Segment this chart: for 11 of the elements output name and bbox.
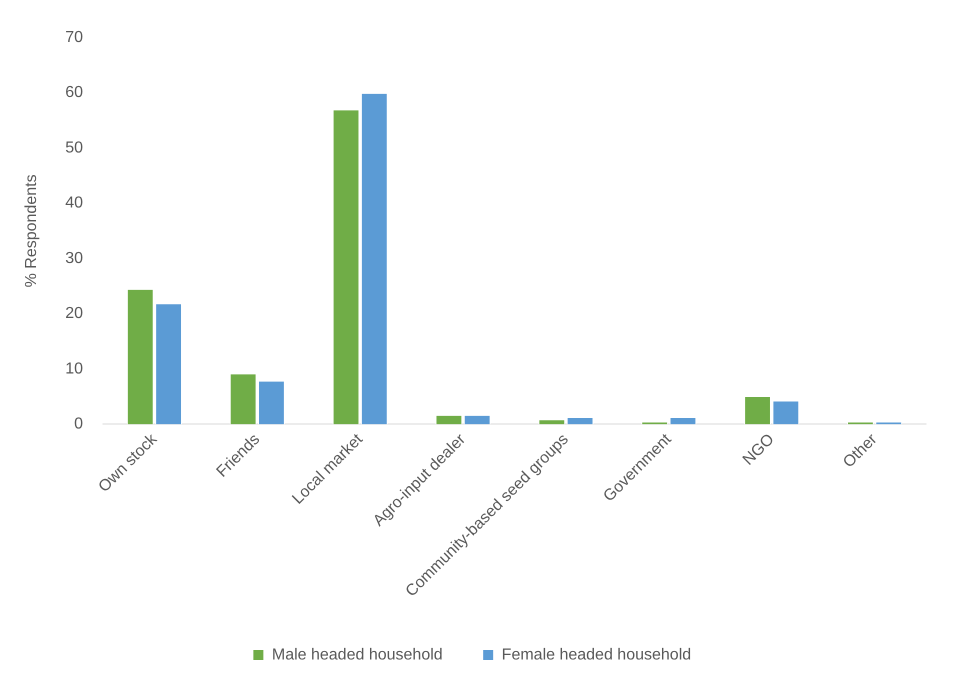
y-tick-label: 10 bbox=[65, 360, 84, 378]
y-tick-label: 40 bbox=[65, 194, 84, 212]
y-tick-label: 50 bbox=[65, 139, 84, 156]
legend-label: Female headed household bbox=[502, 646, 692, 664]
y-tick-label: 20 bbox=[65, 305, 84, 322]
y-axis-title: % Respondents bbox=[23, 174, 40, 288]
legend-label: Male headed household bbox=[272, 646, 443, 664]
y-tick-label: 70 bbox=[65, 29, 84, 46]
y-tick-label: 0 bbox=[74, 416, 84, 433]
y-tick-label: 60 bbox=[65, 84, 84, 102]
y-tick-label: 30 bbox=[65, 250, 84, 267]
